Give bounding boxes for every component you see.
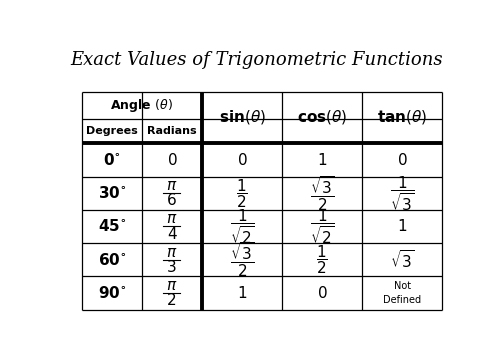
- Text: $\dfrac{\sqrt{3}}{2}$: $\dfrac{\sqrt{3}}{2}$: [230, 240, 254, 279]
- Text: $1$: $1$: [317, 152, 327, 168]
- Text: $\mathbf{0^{\circ}}$: $\mathbf{0^{\circ}}$: [103, 152, 121, 168]
- Text: $0$: $0$: [236, 152, 248, 168]
- Text: 6: 6: [167, 193, 177, 209]
- Text: $1$: $1$: [397, 218, 407, 234]
- Text: 3: 3: [167, 260, 177, 275]
- Text: $\mathbf{30^{\circ}}$: $\mathbf{30^{\circ}}$: [98, 185, 126, 201]
- Text: $\mathbf{tan}(\theta)$: $\mathbf{tan}(\theta)$: [377, 108, 428, 126]
- Text: $0$: $0$: [397, 152, 407, 168]
- Text: $\mathbf{45^{\circ}}$: $\mathbf{45^{\circ}}$: [98, 218, 126, 234]
- Text: 2: 2: [167, 293, 177, 308]
- Text: $\dfrac{1}{\sqrt{2}}$: $\dfrac{1}{\sqrt{2}}$: [230, 207, 254, 246]
- Text: $0$: $0$: [317, 285, 328, 301]
- Text: $\mathbf{60^{\circ}}$: $\mathbf{60^{\circ}}$: [98, 252, 126, 268]
- Text: $\sqrt{3}$: $\sqrt{3}$: [390, 249, 414, 271]
- Text: $\dfrac{\sqrt{3}}{2}$: $\dfrac{\sqrt{3}}{2}$: [310, 174, 334, 212]
- Text: $\pi$: $\pi$: [166, 278, 177, 293]
- Text: $\pi$: $\pi$: [166, 178, 177, 193]
- Text: Not
Defined: Not Defined: [383, 281, 422, 305]
- Text: Radians: Radians: [147, 126, 197, 136]
- Text: Exact Values of Trigonometric Functions: Exact Values of Trigonometric Functions: [70, 51, 442, 69]
- Text: $\pi$: $\pi$: [166, 245, 177, 259]
- Text: $\pi$: $\pi$: [166, 211, 177, 226]
- Text: $\mathbf{cos}(\theta)$: $\mathbf{cos}(\theta)$: [297, 108, 348, 126]
- Text: $\mathbf{sin}(\theta)$: $\mathbf{sin}(\theta)$: [218, 108, 266, 126]
- Text: $\dfrac{1}{2}$: $\dfrac{1}{2}$: [316, 243, 328, 276]
- Text: Angle $(\theta)$: Angle $(\theta)$: [110, 97, 174, 114]
- Text: $0$: $0$: [166, 152, 177, 168]
- Text: Degrees: Degrees: [86, 126, 138, 136]
- Text: $\dfrac{1}{2}$: $\dfrac{1}{2}$: [236, 177, 248, 210]
- Text: $\mathbf{90^{\circ}}$: $\mathbf{90^{\circ}}$: [98, 285, 126, 301]
- Text: $1$: $1$: [237, 285, 247, 301]
- Text: 4: 4: [167, 227, 177, 241]
- Text: $\dfrac{1}{\sqrt{2}}$: $\dfrac{1}{\sqrt{2}}$: [310, 207, 334, 246]
- Text: $\dfrac{1}{\sqrt{3}}$: $\dfrac{1}{\sqrt{3}}$: [390, 174, 414, 213]
